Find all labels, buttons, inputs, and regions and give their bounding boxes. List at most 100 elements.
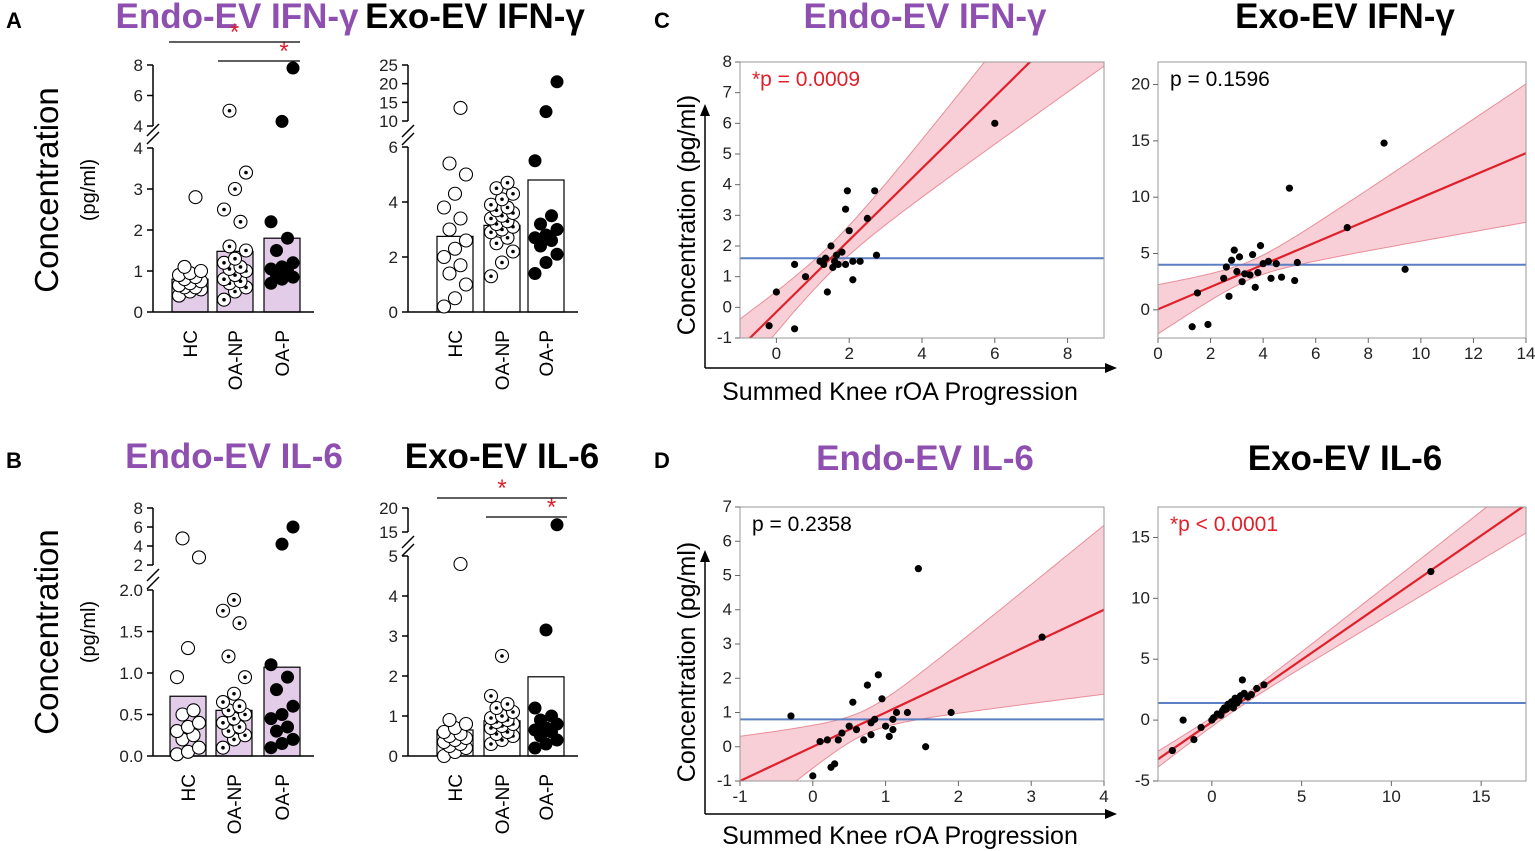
x-tick-label: 8 (1364, 344, 1373, 363)
data-point (193, 263, 209, 279)
y-tick-label: 8 (134, 499, 143, 518)
data-point (823, 736, 831, 744)
data-point (871, 187, 879, 195)
plot-area (740, 524, 1104, 781)
data-point-dot (221, 721, 225, 725)
data-point (545, 709, 558, 723)
arrows-c (700, 104, 1117, 373)
data-point-dot (489, 216, 493, 221)
chart-b-exo-il6: 0 1 2 3 4 5 15 20 HC OA-NP OA-P * * (379, 475, 578, 834)
title-a-endo: Endo-EV IFN-γ (115, 0, 359, 36)
panel-letter-c: C (654, 8, 670, 33)
data-point (1272, 260, 1280, 268)
data-point (447, 241, 463, 256)
data-point-dot (232, 737, 236, 742)
y-tick-label: 25 (379, 56, 398, 75)
data-point (180, 641, 196, 656)
data-point (882, 722, 890, 730)
data-point-dot (494, 706, 499, 710)
x-tick-label: 2 (1206, 344, 1215, 363)
y-tick-label: 3 (723, 205, 732, 224)
data-point (442, 156, 457, 171)
data-point-dot (489, 694, 493, 698)
category-label-hc: HC (181, 330, 202, 357)
x-tick-label: 0 (1153, 344, 1162, 363)
data-point (550, 518, 564, 532)
y-tick-label: -1 (717, 328, 732, 347)
data-point (849, 698, 857, 706)
data-point-dot (505, 702, 510, 706)
data-point (453, 258, 468, 273)
data-point (772, 288, 781, 296)
confidence-band (740, 524, 1104, 781)
y-tick-label: 0 (723, 297, 732, 316)
data-point (849, 257, 857, 265)
xlabel-d: Summed Knee rOA Progression (722, 822, 1078, 850)
y-tick-label: 5 (1141, 244, 1150, 263)
data-point (442, 712, 457, 728)
y-tick-label: 5 (389, 547, 398, 566)
data-point (845, 227, 853, 235)
data-point (1233, 267, 1241, 276)
x-tick-label: 2 (954, 787, 963, 806)
confidence-band (1158, 83, 1526, 335)
axis-break-mark (401, 543, 415, 557)
data-point (1038, 633, 1046, 641)
data-point (528, 741, 542, 755)
regression-line (1158, 152, 1526, 311)
axis-break-mark (146, 123, 160, 137)
data-point-dot (511, 710, 515, 714)
data-point (832, 251, 841, 259)
data-point (1220, 274, 1228, 282)
data-point (872, 251, 881, 259)
data-point (801, 273, 810, 281)
data-point (765, 322, 773, 330)
data-point-dot (237, 725, 242, 729)
data-point-dot (500, 197, 504, 202)
title-c-endo: Endo-EV IFN-γ (803, 0, 1047, 36)
plot-area (1158, 83, 1526, 335)
data-point (863, 681, 872, 689)
y-tick-label: 4 (723, 175, 732, 194)
data-point-dot (505, 205, 510, 210)
data-point (264, 215, 278, 229)
data-point (947, 708, 955, 717)
x-tick-label: 5 (1297, 787, 1306, 806)
data-point (821, 254, 830, 262)
data-point (528, 231, 542, 245)
data-point (1246, 271, 1254, 279)
data-point (991, 119, 999, 127)
y-tick-label: 4 (389, 587, 398, 606)
data-point (1291, 276, 1299, 285)
data-point (453, 556, 468, 572)
y-tick-label: 5 (1141, 649, 1150, 668)
data-point (539, 623, 553, 637)
data-point (436, 299, 452, 314)
data-point-dot (221, 745, 225, 750)
category-label-oa-p: OA-P (537, 774, 558, 820)
data-point (823, 288, 831, 296)
data-point (436, 200, 452, 215)
x-tick-label: 4 (1258, 344, 1267, 363)
y-tick-label: 2 (723, 668, 732, 687)
y-tick-label: 15 (1131, 527, 1150, 546)
data-point (458, 233, 474, 248)
data-point (186, 703, 201, 718)
data-point (1285, 184, 1294, 192)
y-tick-label: 1 (134, 262, 143, 281)
y-tick-label: 2 (389, 667, 398, 686)
x-tick-label: 0 (808, 787, 817, 806)
data-point (539, 228, 553, 242)
data-point (270, 724, 283, 738)
x-tick-label: 10 (1411, 344, 1430, 363)
plot-area (740, 62, 1104, 338)
y-tick-label: 15 (379, 523, 398, 542)
data-point (1264, 257, 1272, 265)
data-point-dot (244, 248, 248, 253)
data-point (447, 186, 463, 201)
y-tick-label: 4 (389, 193, 398, 212)
y-tick-label: 15 (1131, 131, 1150, 150)
data-point (1197, 723, 1205, 732)
data-point-dot (237, 704, 242, 708)
data-point-dot (500, 714, 504, 718)
